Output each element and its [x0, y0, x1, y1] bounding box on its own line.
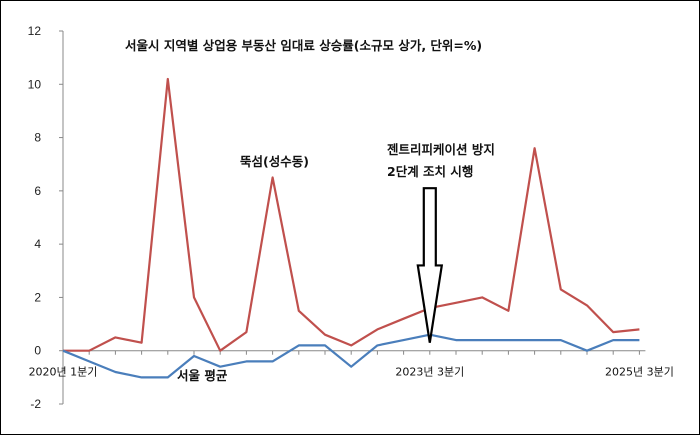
y-tick-label: 12 — [28, 24, 42, 38]
y-tick-label: 0 — [34, 344, 41, 358]
y-tick-label: 4 — [34, 237, 41, 251]
x-tick-label: 2025년 3분기 — [605, 366, 674, 379]
y-tick-label: 6 — [34, 184, 41, 198]
y-tick-label: 8 — [34, 131, 41, 145]
series-label-seoul-average: 서울 평균 — [177, 368, 228, 383]
y-tick-label: 2 — [34, 290, 41, 304]
chart-title: 서울시 지역별 상업용 부동산 임대료 상승률(소규모 상가, 단위=%) — [125, 38, 482, 53]
arrow-shape — [416, 187, 444, 343]
policy-annotation-line1: 젠트리피케이션 방지 — [387, 142, 495, 157]
policy-annotation-line2: 2단계 조치 시행 — [387, 164, 473, 179]
down-arrow-icon — [416, 187, 444, 343]
y-tick-label: 10 — [28, 77, 42, 91]
axes: -2 0 2 4 6 8 10 12 2020년 1분기 2023년 3분기 2025년 3분기 — [28, 24, 674, 411]
y-tick-label: -2 — [30, 397, 41, 411]
x-tick-label: 2023년 3분기 — [395, 366, 464, 379]
series-lines — [62, 77, 640, 379]
x-tick-label: 2020년 1분기 — [29, 366, 98, 379]
series-line-1 — [62, 333, 640, 379]
series-label-ttukseom: 뚝섬(성수동) — [240, 154, 309, 169]
series-line-0 — [63, 77, 640, 352]
